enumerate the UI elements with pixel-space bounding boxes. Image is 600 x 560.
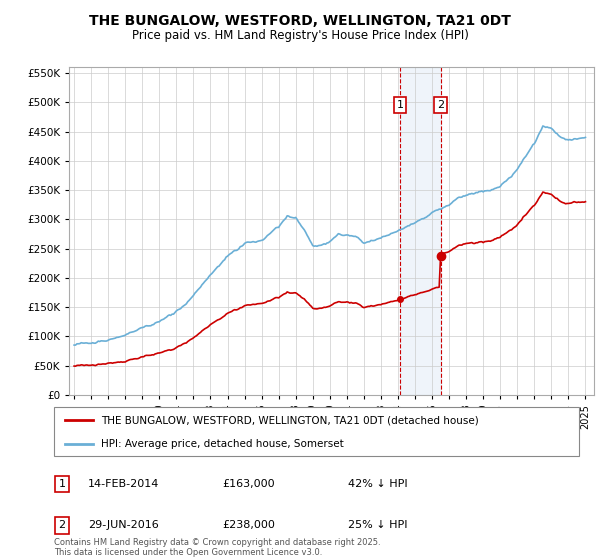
- Text: THE BUNGALOW, WESTFORD, WELLINGTON, TA21 0DT (detached house): THE BUNGALOW, WESTFORD, WELLINGTON, TA21…: [101, 416, 479, 426]
- Text: Contains HM Land Registry data © Crown copyright and database right 2025.
This d: Contains HM Land Registry data © Crown c…: [54, 538, 380, 557]
- Text: £163,000: £163,000: [222, 479, 275, 489]
- Text: £238,000: £238,000: [222, 520, 275, 530]
- Text: HPI: Average price, detached house, Somerset: HPI: Average price, detached house, Some…: [101, 439, 344, 449]
- FancyBboxPatch shape: [54, 407, 579, 456]
- Text: 1: 1: [397, 100, 404, 110]
- Text: 1: 1: [58, 479, 65, 489]
- Text: 42% ↓ HPI: 42% ↓ HPI: [348, 479, 407, 489]
- Text: 2: 2: [437, 100, 444, 110]
- Bar: [400, 67, 440, 395]
- Text: 29-JUN-2016: 29-JUN-2016: [88, 520, 159, 530]
- Text: 14-FEB-2014: 14-FEB-2014: [88, 479, 160, 489]
- Text: 25% ↓ HPI: 25% ↓ HPI: [348, 520, 407, 530]
- Text: 2: 2: [58, 520, 65, 530]
- Text: THE BUNGALOW, WESTFORD, WELLINGTON, TA21 0DT: THE BUNGALOW, WESTFORD, WELLINGTON, TA21…: [89, 14, 511, 28]
- Text: Price paid vs. HM Land Registry's House Price Index (HPI): Price paid vs. HM Land Registry's House …: [131, 29, 469, 42]
